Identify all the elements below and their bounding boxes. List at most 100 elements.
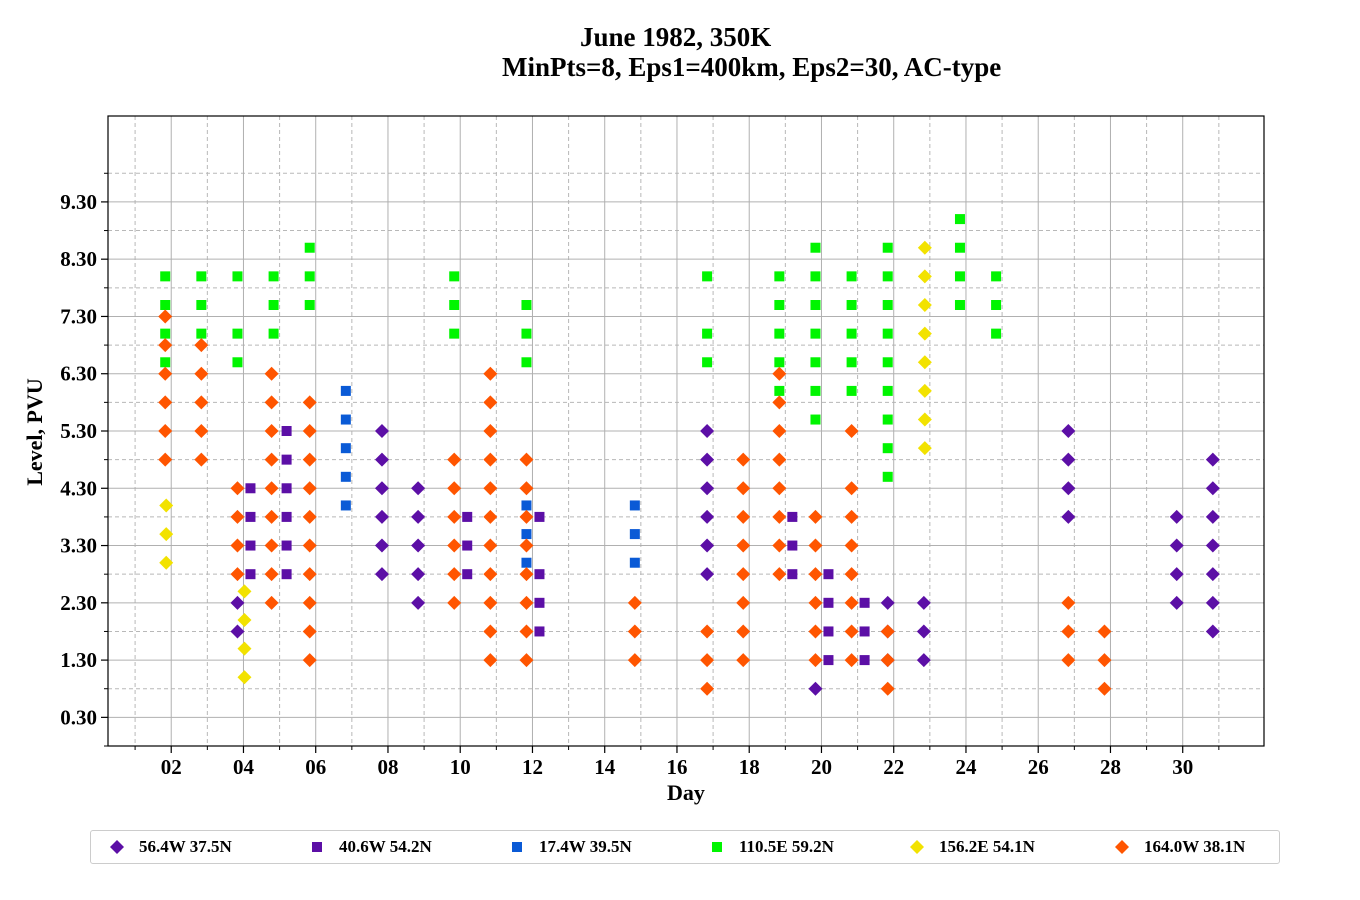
data-point [629, 500, 640, 511]
data-point [281, 454, 292, 465]
data-point [810, 300, 821, 310]
data-point [411, 595, 426, 610]
legend-marker [312, 842, 322, 852]
data-point [700, 567, 715, 582]
data-point [772, 509, 787, 524]
data-point [340, 443, 351, 454]
data-point [268, 271, 279, 282]
data-point [447, 567, 462, 582]
data-point [232, 328, 243, 339]
data-point [787, 569, 798, 580]
data-point [230, 538, 245, 553]
legend-item: 110.5E 59.2N [709, 831, 834, 863]
axes [101, 115, 1265, 753]
data-point [844, 538, 859, 553]
data-point [264, 481, 279, 496]
data-point [1097, 653, 1112, 668]
data-point [521, 500, 532, 511]
data-point [774, 328, 785, 339]
data-point [302, 567, 317, 582]
data-point [736, 509, 751, 524]
data-point [230, 595, 245, 610]
y-tick-label: 1.30 [60, 648, 97, 672]
data-point [302, 452, 317, 467]
data-point [700, 538, 715, 553]
data-point [916, 624, 931, 639]
grid-lines [108, 116, 1264, 747]
y-tick-label: 8.30 [60, 247, 97, 271]
data-point [700, 509, 715, 524]
data-point [1205, 481, 1220, 496]
data-point [304, 300, 315, 310]
data-point [736, 653, 751, 668]
data-point [772, 452, 787, 467]
y-tick-label: 9.30 [60, 190, 97, 214]
data-point [519, 452, 534, 467]
data-point [823, 569, 834, 580]
data-point [159, 555, 174, 570]
data-point [449, 271, 460, 282]
data-point [700, 424, 715, 438]
data-point [1061, 481, 1076, 496]
data-point [1205, 509, 1220, 524]
data-point [194, 366, 209, 381]
data-point [374, 567, 389, 582]
data-point [810, 385, 821, 396]
data-point [702, 328, 713, 339]
data-point [447, 481, 462, 496]
data-point [772, 481, 787, 496]
data-point [859, 626, 870, 637]
data-point [880, 681, 895, 696]
data-point [917, 355, 932, 370]
data-point [627, 624, 642, 639]
data-point [1097, 681, 1112, 696]
data-point [846, 357, 857, 368]
data-point [483, 395, 498, 410]
data-point [158, 452, 173, 467]
data-point [736, 452, 751, 467]
data-point [844, 595, 859, 610]
data-point [519, 595, 534, 610]
data-points [158, 214, 1220, 696]
data-point [411, 567, 426, 582]
data-point [245, 511, 256, 522]
x-tick-label: 14 [594, 755, 616, 779]
legend-marker [910, 840, 924, 854]
data-point [882, 300, 893, 310]
data-point [808, 624, 823, 639]
data-point [808, 567, 823, 582]
data-point [237, 584, 252, 599]
data-point [1169, 538, 1184, 553]
data-point [302, 395, 317, 410]
data-point [196, 328, 207, 339]
data-point [158, 309, 173, 324]
data-point [483, 653, 498, 668]
data-point [264, 452, 279, 467]
data-point [954, 242, 965, 253]
chart-title-line-1: June 1982, 350K [580, 22, 772, 52]
data-point [519, 509, 534, 524]
data-point [917, 383, 932, 398]
data-point [196, 300, 207, 310]
data-point [844, 567, 859, 582]
x-tick-label: 26 [1028, 755, 1049, 779]
data-point [449, 328, 460, 339]
x-tick-label: 18 [739, 755, 760, 779]
data-point [304, 271, 315, 282]
data-point [268, 300, 279, 310]
x-tick-label: 10 [450, 755, 471, 779]
data-point [954, 300, 965, 310]
data-point [521, 557, 532, 568]
data-point [880, 595, 895, 610]
data-point [194, 338, 209, 353]
data-point [483, 624, 498, 639]
data-point [302, 424, 317, 438]
data-point [772, 366, 787, 381]
data-point [627, 653, 642, 668]
data-point [281, 483, 292, 494]
x-tick-label: 08 [377, 755, 398, 779]
data-point [882, 242, 893, 253]
data-point [302, 509, 317, 524]
data-point [991, 300, 1002, 310]
data-point [264, 538, 279, 553]
